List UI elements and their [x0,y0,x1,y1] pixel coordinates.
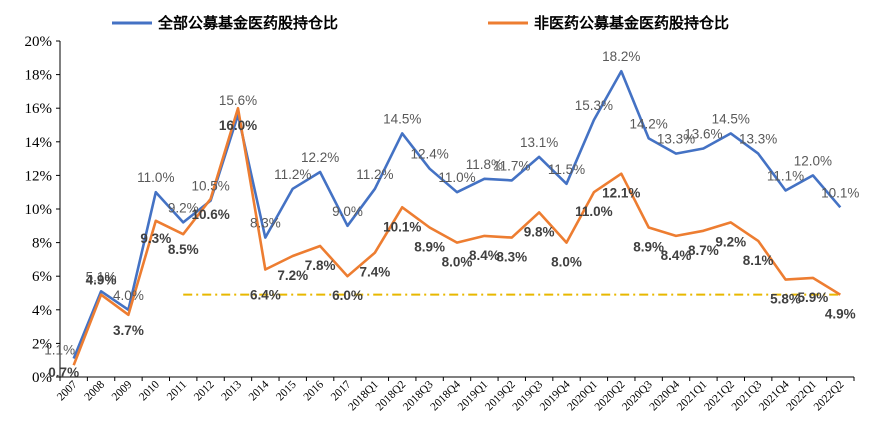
data-label-all-funds: 13.6% [684,127,722,142]
data-label-non-pharma-funds: 10.6% [191,207,229,222]
y-tick-label: 10% [25,202,53,218]
y-axis-ticks: 0% 2% 4% 6% 8% 10% 12% 14% 16% 18% 20% [25,34,60,386]
x-tick-label: 2022Q2 [812,378,847,413]
data-label-non-pharma-funds: 8.4% [469,248,500,263]
data-label-non-pharma-funds: 7.2% [277,268,308,283]
data-label-non-pharma-funds: 9.3% [140,231,171,246]
data-label-non-pharma-funds: 8.7% [688,243,719,258]
data-label-all-funds: 4.0% [113,288,144,303]
data-label-all-funds: 14.5% [383,111,421,126]
data-label-all-funds: 18.2% [602,49,640,64]
data-label-non-pharma-funds: 8.0% [551,255,582,270]
data-label-non-pharma-funds: 5.9% [798,290,829,305]
data-label-non-pharma-funds: 11.0% [575,204,613,219]
y-tick-label: 16% [25,101,53,117]
y-tick-label: 6% [32,269,52,285]
data-label-non-pharma-funds: 8.5% [168,242,199,257]
data-label-non-pharma-funds: 16.0% [219,118,257,133]
data-label-all-funds: 11.0% [137,170,174,185]
data-label-all-funds: 11.7% [493,158,530,173]
x-tick-label: 2010 [137,378,162,403]
data-label-all-funds: 5.1% [86,269,117,284]
data-label-all-funds: 15.6% [219,93,257,108]
data-label-all-funds: 12.0% [794,153,832,168]
data-label-all-funds: 12.2% [301,150,339,165]
data-label-all-funds: 10.5% [191,179,229,194]
data-label-non-pharma-funds: 0.7% [48,365,79,380]
y-tick-label: 0% [32,370,52,386]
data-label-non-pharma-funds: 8.4% [661,248,692,263]
y-tick-label: 20% [25,34,53,50]
y-tick-label: 14% [25,135,53,151]
y-tick-label: 12% [25,168,53,184]
data-label-layer: 1.1% 5.1% 4.0% 11.0% 9.2% 10.5% 15.6% 8.3% 11.2%… [44,49,859,380]
data-label-all-funds: 13.3% [739,132,777,147]
data-label-non-pharma-funds: 6.4% [250,287,281,302]
x-tick-label: 2008 [82,378,107,403]
data-label-non-pharma-funds: 4.9% [86,273,117,288]
data-label-non-pharma-funds: 7.4% [359,265,390,280]
y-tick-label: 2% [32,336,52,352]
y-tick-label: 8% [32,236,52,252]
legend: 全部公募基金医药股持仓比 非医药公募基金医药股持仓比 [112,14,729,32]
legend-label-non-pharma-funds: 非医药公募基金医药股持仓比 [534,14,729,32]
x-tick-label: 2015 [274,378,299,403]
x-tick-label: 2011 [165,378,190,403]
data-label-all-funds: 8.3% [250,216,281,231]
data-label-all-funds: 11.2% [356,167,393,182]
y-tick-label: 18% [25,68,53,84]
data-label-all-funds: 10.1% [821,185,859,200]
data-label-all-funds: 15.3% [575,98,613,113]
data-label-non-pharma-funds: 5.8% [770,292,801,307]
legend-label-all-funds: 全部公募基金医药股持仓比 [157,14,338,32]
data-label-non-pharma-funds: 8.3% [496,250,527,265]
x-tick-label: 2013 [219,378,244,403]
data-label-all-funds: 9.2% [168,200,199,215]
data-label-non-pharma-funds: 8.1% [743,253,774,268]
data-label-all-funds: 13.3% [657,132,695,147]
y-tick-label: 4% [32,303,52,319]
data-label-all-funds: 9.0% [332,204,363,219]
x-tick-label: 2014 [247,378,272,403]
data-label-non-pharma-funds: 8.9% [414,239,445,254]
x-tick-label: 2017 [329,378,354,403]
data-label-all-funds: 11.2% [274,167,311,182]
data-label-non-pharma-funds: 8.0% [442,255,473,270]
data-label-all-funds: 11.1% [767,169,804,184]
series-line-all-funds [72,69,842,359]
x-tick-label: 2009 [110,378,135,403]
data-label-non-pharma-funds: 4.9% [825,307,856,322]
x-tick-label: 2012 [192,378,217,403]
data-label-all-funds: 1.1% [44,343,75,358]
data-label-non-pharma-funds: 6.0% [332,288,363,303]
data-label-all-funds: 11.5% [548,162,585,177]
data-label-non-pharma-funds: 7.8% [305,258,336,273]
series-line-non-pharma-funds [72,106,841,366]
data-label-non-pharma-funds: 3.7% [113,323,144,338]
data-label-all-funds: 11.0% [438,170,475,185]
x-tick-label: 2007 [55,378,80,403]
data-label-all-funds: 11.8% [466,157,503,172]
data-label-all-funds: 13.1% [520,135,558,150]
x-tick-label: 2016 [301,378,326,403]
data-label-non-pharma-funds: 12.1% [602,186,640,201]
data-label-all-funds: 12.4% [410,147,448,162]
x-axis-ticks: 2007 2008 2009 2010 2011 2012 2013 2014 2015 2016… [55,377,855,413]
data-label-all-funds: 14.2% [630,116,668,131]
data-label-non-pharma-funds: 9.8% [524,224,555,239]
data-label-non-pharma-funds: 10.1% [383,219,421,234]
series-layer [72,69,842,366]
data-label-non-pharma-funds: 9.2% [715,234,746,249]
data-label-non-pharma-funds: 8.9% [633,239,664,254]
data-label-all-funds: 14.5% [712,111,750,126]
